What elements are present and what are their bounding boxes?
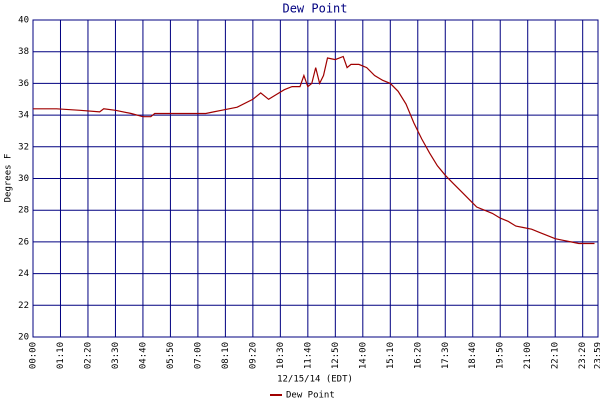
x-tick-label: 10:30 <box>276 342 286 369</box>
y-tick-label: 22 <box>18 301 29 311</box>
y-axis-label: Degrees F <box>4 154 14 203</box>
x-tick-label: 12:50 <box>331 342 341 369</box>
x-tick-label: 19:50 <box>496 342 506 369</box>
y-tick-label: 26 <box>18 237 29 247</box>
y-tick-label: 40 <box>18 16 29 26</box>
x-tick-label: 22:10 <box>551 342 561 369</box>
x-tick-label: 02:20 <box>83 342 93 369</box>
y-tick-label: 38 <box>18 47 29 57</box>
x-tick-label: 03:30 <box>111 342 121 369</box>
data-line <box>33 55 595 245</box>
x-tick-label: 05:50 <box>166 342 176 369</box>
chart-title: Dew Point <box>282 2 347 16</box>
x-tick-label: 16:20 <box>413 342 423 369</box>
x-tick-label: 18:40 <box>468 342 478 369</box>
x-tick-label: 14:00 <box>358 342 368 369</box>
y-tick-label: 24 <box>18 269 29 279</box>
x-tick-label: 21:00 <box>523 342 533 369</box>
y-tick-label: 20 <box>18 333 29 343</box>
legend-label: Dew Point <box>286 391 335 400</box>
x-tick-label: 09:20 <box>248 342 258 369</box>
x-tick-label: 04:40 <box>138 342 148 369</box>
x-axis-label: 12/15/14 (EDT) <box>277 375 353 385</box>
x-tick-label: 11:40 <box>303 342 313 369</box>
x-tick-label: 07:00 <box>193 342 203 369</box>
y-tick-label: 34 <box>18 111 29 121</box>
y-tick-label: 30 <box>18 174 29 184</box>
x-tick-label: 17:30 <box>441 342 451 369</box>
x-tick-label: 23:20 <box>578 342 588 369</box>
y-tick-label: 36 <box>18 79 29 89</box>
x-tick-label: 23:59 <box>594 342 600 369</box>
y-tick-label: 32 <box>18 142 29 152</box>
x-tick-label: 08:10 <box>221 342 231 369</box>
y-tick-label: 28 <box>18 206 29 216</box>
x-tick-label: 01:10 <box>56 342 66 369</box>
x-tick-label: 15:10 <box>386 342 396 369</box>
x-tick-label: 00:00 <box>29 342 39 369</box>
